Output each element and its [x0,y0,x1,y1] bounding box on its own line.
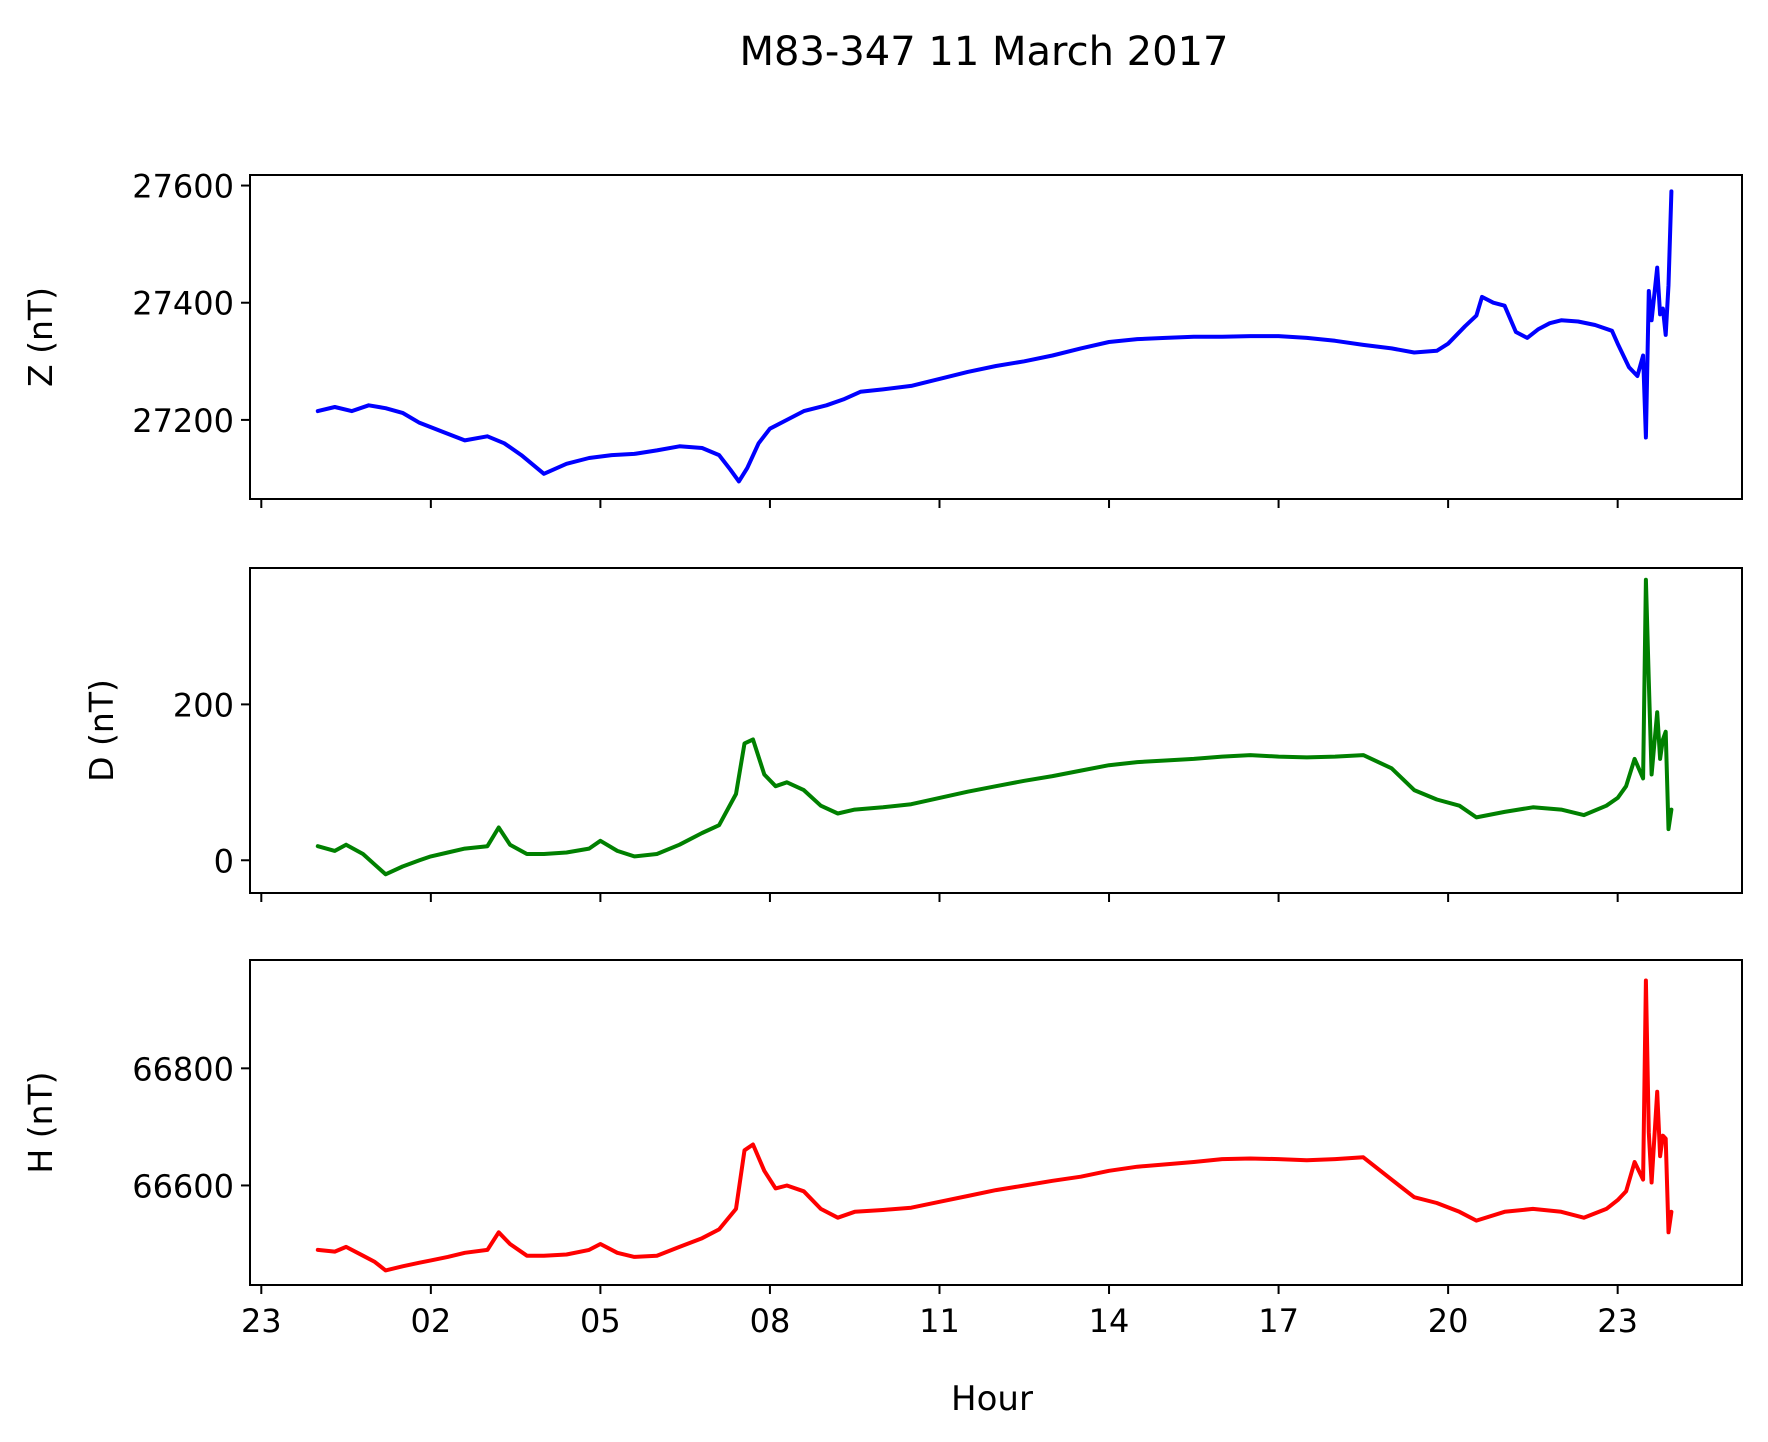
panel-z: 27200 27400 27600 Z (nT) [21,168,1743,508]
x-tick-label: 05 [580,1302,621,1340]
panels: 27200 27400 27600 Z (nT) 0 200 D (nT) 66600 6680… [21,168,1743,1340]
x-tick-label: 17 [1258,1302,1299,1340]
y-tick-label-z: 27200 [132,402,234,440]
x-axis-label: Hour [951,1379,1033,1419]
x-tick-label: 23 [241,1302,282,1340]
panel-h: 66600 66800 H (nT) 23 02 05 08 11 14 17 20 23 [21,959,1743,1340]
x-tick-label: 23 [1597,1302,1638,1340]
x-tick-label: 14 [1089,1302,1130,1340]
x-tick-label: 02 [410,1302,451,1340]
y-axis-label-z: Z (nT) [21,287,60,387]
y-tick-label-z: 27400 [132,285,234,323]
y-tick-label-z: 27600 [132,168,234,206]
x-tick-label: 20 [1428,1302,1469,1340]
y-tick-label-d: 200 [173,686,234,724]
axes-frame-h [249,959,1743,1286]
series-line-d [315,577,1674,877]
y-tick-label-h: 66800 [132,1050,234,1088]
panel-d: 0 200 D (nT) [82,567,1743,902]
y-axis-label-h: H (nT) [21,1071,60,1173]
y-axis-label-d: D (nT) [82,679,121,782]
axes-frame-z [249,174,1743,500]
x-tick-label: 11 [919,1302,960,1340]
x-tick-label: 08 [750,1302,791,1340]
series-line-h [315,978,1674,1273]
axes-frame-d [249,567,1743,894]
series-line-z [315,189,1674,484]
y-tick-label-h: 66600 [132,1167,234,1205]
figure-title: M83-347 11 March 2017 [740,29,1229,75]
y-tick-label-d: 0 [214,842,234,880]
